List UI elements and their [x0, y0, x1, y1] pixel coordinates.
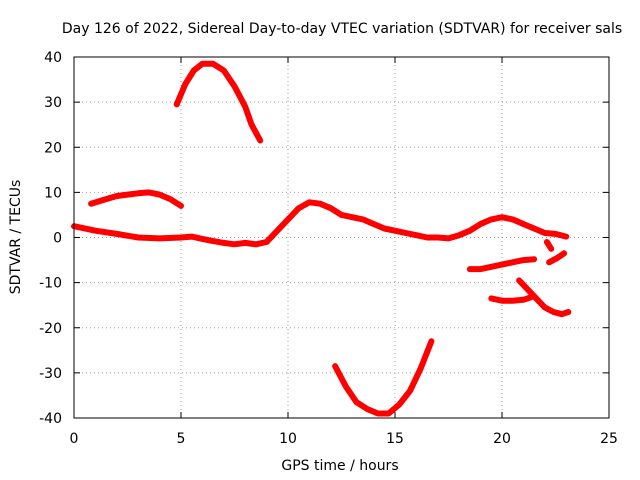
y-axis-label: SDTVAR / TECUs: [8, 180, 24, 295]
series-arc-08: [546, 250, 568, 266]
x-tick-label: 10: [279, 431, 297, 447]
series-arc-07: [516, 277, 572, 318]
y-tick-label: -30: [39, 366, 62, 382]
series-arc-09: [543, 239, 555, 252]
x-tick-labels: 0 5 10 15 20 25: [70, 431, 618, 447]
y-tick-label: -20: [39, 321, 62, 337]
y-tick-label: -10: [39, 276, 62, 292]
y-tick-label: 0: [53, 231, 62, 247]
x-tick-label: 25: [600, 431, 618, 447]
y-tick-label: 10: [44, 185, 62, 201]
chart-title: Day 126 of 2022, Sidereal Day-to-day VTE…: [62, 21, 622, 37]
x-tick-label: 20: [493, 431, 511, 447]
y-tick-labels: -40 -30 -20 -10 0 10 20 30 40: [39, 50, 62, 427]
series-arc-02: [88, 189, 184, 209]
x-axis-label: GPS time / hours: [281, 458, 398, 474]
series-arc-04: [332, 338, 435, 417]
ticks: [73, 56, 610, 419]
x-tick-label: 0: [70, 431, 79, 447]
y-tick-label: 40: [44, 50, 62, 66]
x-tick-label: 5: [177, 431, 186, 447]
y-tick-label: 20: [44, 140, 62, 156]
series-arc-01: [71, 199, 570, 248]
series-arc-05: [466, 256, 538, 273]
series-arc-06: [488, 293, 538, 304]
series-arc-03: [173, 60, 264, 144]
y-tick-label: 30: [44, 95, 62, 111]
y-tick-label: -40: [39, 411, 62, 427]
series-layer: [71, 60, 572, 417]
x-tick-label: 15: [386, 431, 404, 447]
